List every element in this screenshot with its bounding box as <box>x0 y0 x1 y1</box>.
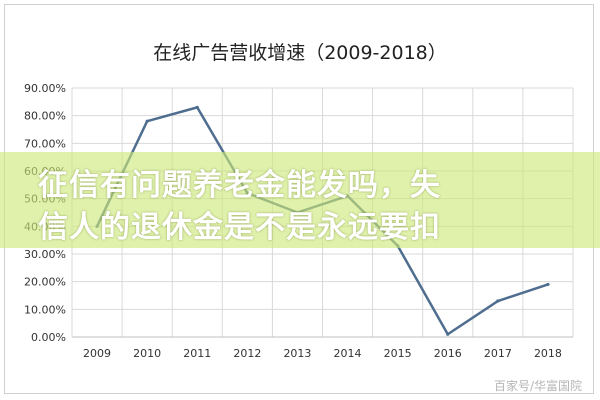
x-tick-label: 2011 <box>183 347 211 360</box>
watermark: 百家号/华富国院 <box>493 379 582 393</box>
x-tick-label: 2009 <box>83 347 111 360</box>
data-point <box>496 299 500 303</box>
x-tick-label: 2013 <box>283 347 311 360</box>
y-tick-label: 0.00% <box>31 331 66 344</box>
data-point <box>195 105 199 109</box>
y-tick-label: 80.00% <box>24 110 66 123</box>
y-tick-label: 20.00% <box>24 276 66 289</box>
x-tick-label: 2014 <box>334 347 362 360</box>
y-tick-label: 70.00% <box>24 137 66 150</box>
data-point <box>446 332 450 336</box>
x-tick-label: 2012 <box>233 347 261 360</box>
chart-title: 在线广告营收增速（2009-2018） <box>153 42 447 64</box>
x-tick-label: 2016 <box>434 347 462 360</box>
caption-line-1: 征信有问题养老金能发吗，失 <box>38 168 441 203</box>
x-tick-label: 2010 <box>133 347 161 360</box>
y-tick-label: 30.00% <box>24 248 66 261</box>
caption-banner: 征信有问题养老金能发吗，失 信人的退休金是不是永远要扣 <box>0 152 600 248</box>
y-tick-label: 10.00% <box>24 303 66 316</box>
data-point <box>546 282 550 287</box>
x-tick-label: 2018 <box>534 347 562 360</box>
data-point <box>145 119 149 123</box>
x-tick-label: 2017 <box>484 347 512 360</box>
y-tick-label: 90.00% <box>24 82 66 95</box>
caption-line-2: 信人的退休金是不是永远要扣 <box>38 210 441 245</box>
x-tick-label: 2015 <box>384 347 412 360</box>
